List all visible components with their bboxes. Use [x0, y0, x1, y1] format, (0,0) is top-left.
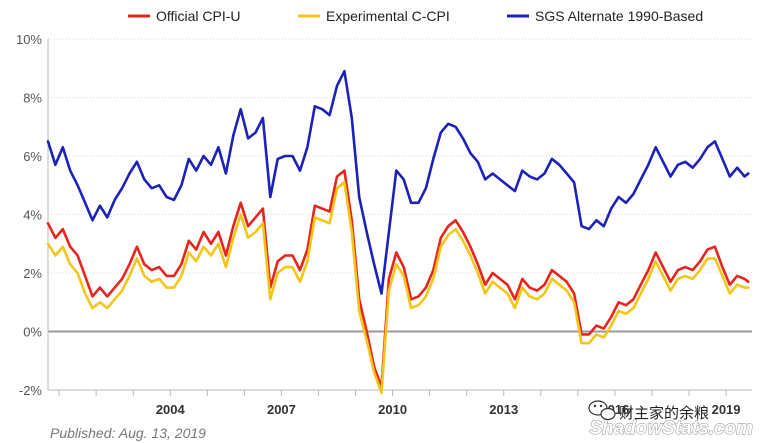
series-line-sgs-alternate-1990-based — [46, 69, 750, 295]
y-tick-label: -2% — [19, 383, 43, 398]
y-tick-label: 4% — [23, 208, 42, 223]
series-line-experimental-c-cpi — [46, 181, 750, 395]
legend-label-sgs-alternate-1990-based: SGS Alternate 1990-Based — [535, 8, 703, 24]
watermark: 财主家的余粮 — [588, 400, 709, 422]
plot-area — [46, 69, 750, 395]
y-tick-label: 2% — [23, 266, 42, 281]
published-date: Published: Aug. 13, 2019 — [50, 425, 206, 441]
series-line-official-cpi-u — [46, 169, 750, 389]
x-tick-label: 2010 — [378, 402, 407, 417]
x-axis: 2004 2007 2010 2013 2016 2019 — [48, 389, 752, 417]
y-tick-label: 0% — [23, 325, 42, 340]
legend: Official CPI-U Experimental C-CPI SGS Alte… — [128, 8, 703, 24]
y-tick-label: 6% — [23, 149, 42, 164]
watermark-text: 财主家的余粮 — [619, 404, 709, 422]
legend-label-experimental-c-cpi: Experimental C-CPI — [326, 8, 450, 24]
y-tick-label: 10% — [16, 32, 42, 47]
y-tick-label: 8% — [23, 91, 42, 106]
brand-logo-text: ShadowStats.com — [589, 418, 753, 439]
x-tick-label: 2019 — [712, 402, 741, 417]
wechat-icon — [588, 400, 616, 421]
x-tick-label: 2004 — [156, 402, 186, 417]
legend-label-official-cpi-u: Official CPI-U — [156, 8, 241, 24]
x-tick-label: 2013 — [489, 402, 518, 417]
y-axis: -2% 0% 2% 4% 6% 8% 10% — [16, 32, 49, 398]
x-tick-label: 2007 — [267, 402, 296, 417]
